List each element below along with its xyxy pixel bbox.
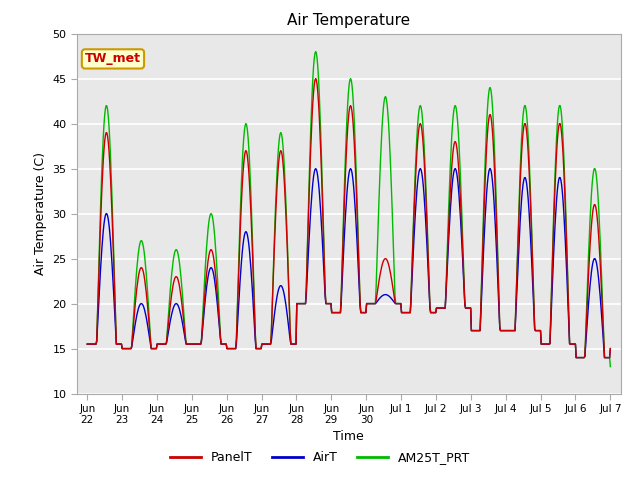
X-axis label: Time: Time — [333, 431, 364, 444]
PanelT — [147, 338, 154, 344]
AirT — [227, 346, 235, 351]
AM25T_PRT — [413, 135, 420, 141]
Y-axis label: Air Temperature (C): Air Temperature (C) — [34, 152, 47, 275]
AM25T_PRT — [93, 337, 100, 343]
PanelT — [572, 355, 580, 360]
AM25T_PRT — [147, 336, 154, 342]
PanelT — [312, 76, 319, 82]
AirT — [200, 313, 207, 319]
Line: PanelT: PanelT — [87, 79, 611, 358]
AM25T_PRT — [200, 294, 207, 300]
PanelT — [413, 150, 420, 156]
AM25T_PRT — [428, 310, 436, 315]
AM25T_PRT — [312, 49, 319, 55]
AirT — [572, 355, 580, 360]
AirT — [83, 341, 91, 347]
AM25T_PRT — [607, 364, 614, 370]
PanelT — [93, 337, 100, 343]
AirT — [93, 339, 100, 345]
AM25T_PRT — [83, 341, 91, 347]
AirT — [428, 310, 436, 315]
AirT — [312, 166, 319, 171]
AirT — [413, 188, 420, 194]
Line: AirT: AirT — [87, 168, 611, 358]
Legend: PanelT, AirT, AM25T_PRT: PanelT, AirT, AM25T_PRT — [165, 446, 475, 469]
PanelT — [607, 346, 614, 351]
Line: AM25T_PRT: AM25T_PRT — [87, 52, 611, 367]
PanelT — [428, 310, 436, 315]
PanelT — [83, 341, 91, 347]
PanelT — [200, 307, 207, 312]
AM25T_PRT — [227, 346, 235, 351]
AirT — [607, 346, 614, 351]
Text: TW_met: TW_met — [85, 52, 141, 65]
AirT — [147, 342, 154, 348]
Title: Air Temperature: Air Temperature — [287, 13, 410, 28]
PanelT — [227, 346, 235, 351]
